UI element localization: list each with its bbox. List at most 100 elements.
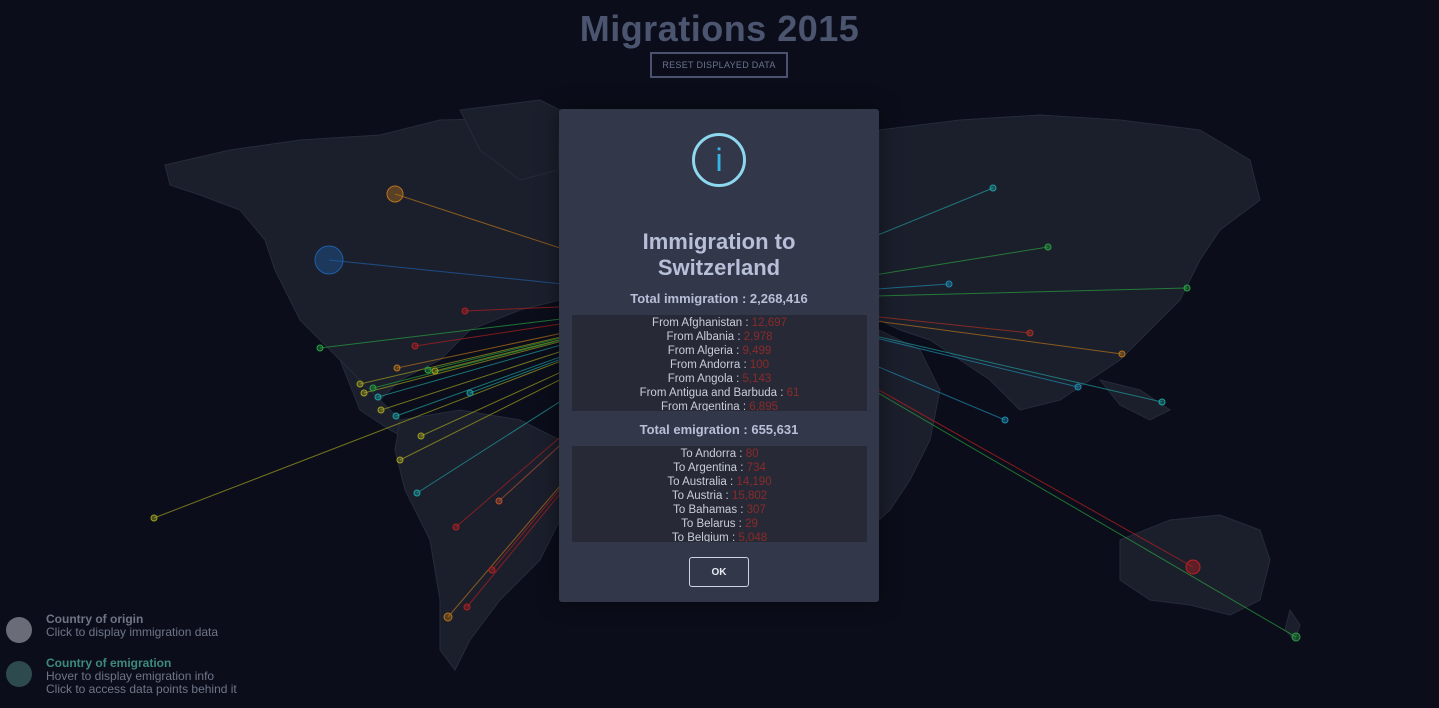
emigration-row: To Austria : 15,802 <box>572 489 867 503</box>
country-point[interactable] <box>356 380 364 388</box>
country-point[interactable] <box>392 412 400 420</box>
emigration-list[interactable]: To Andorra : 80 To Argentina : 734 To Aust… <box>572 446 867 542</box>
country-point[interactable] <box>989 184 997 192</box>
immigration-row: From Albania : 2,978 <box>572 330 867 344</box>
country-point[interactable] <box>452 523 460 531</box>
immigration-row: From Andorra : 100 <box>572 358 867 372</box>
emigration-row-label: To Belarus : <box>681 518 746 530</box>
emigration-row-label: To Belgium : <box>671 532 739 542</box>
country-point[interactable] <box>386 185 404 203</box>
immigration-row-value: 2,978 <box>743 331 773 343</box>
country-point[interactable] <box>495 497 503 505</box>
legend-emigration-dot <box>6 661 32 687</box>
country-point[interactable] <box>1026 329 1034 337</box>
country-point[interactable] <box>463 603 471 611</box>
info-icon-glyph: i <box>715 141 723 178</box>
immigration-row-label: From Algeria : <box>667 345 743 357</box>
immigration-row-value: 5,143 <box>742 373 772 385</box>
country-point[interactable] <box>466 389 474 397</box>
country-point[interactable] <box>1291 632 1301 642</box>
immigration-row-value: 12,697 <box>751 317 787 329</box>
immigration-row-value: 61 <box>786 387 800 399</box>
migration-points[interactable] <box>150 184 1301 642</box>
emigration-row-label: To Andorra : <box>680 448 746 460</box>
immigration-list[interactable]: From Afghanistan : 12,697 From Albania : … <box>572 315 867 411</box>
immigration-row-value: 100 <box>749 359 770 371</box>
immigration-row: From Antigua and Barbuda : 61 <box>572 386 867 400</box>
immigration-row-label: From Argentina : <box>661 401 750 411</box>
emigration-row-value: 14,190 <box>736 476 772 488</box>
emigration-row: To Andorra : 80 <box>572 447 867 461</box>
country-point[interactable] <box>431 367 439 375</box>
country-point[interactable] <box>369 384 377 392</box>
country-point[interactable] <box>488 566 496 574</box>
immigration-row: From Afghanistan : 12,697 <box>572 316 867 330</box>
country-point[interactable] <box>1118 350 1126 358</box>
ok-button[interactable]: OK <box>689 557 749 587</box>
legend-origin-sub: Click to display immigration data <box>46 625 219 639</box>
emigration-row: To Australia : 14,190 <box>572 475 867 489</box>
country-point[interactable] <box>417 432 425 440</box>
legend-origin-title: Country of origin <box>46 612 144 626</box>
legend-origin-dot <box>6 617 32 643</box>
emigration-total: Total emigration : 655,631 <box>639 422 799 437</box>
country-point[interactable] <box>316 344 324 352</box>
emigration-row-value: 5,048 <box>738 532 768 542</box>
country-point[interactable] <box>411 342 419 350</box>
country-point[interactable] <box>1001 416 1009 424</box>
country-point[interactable] <box>1183 284 1191 292</box>
immigration-row-label: From Afghanistan : <box>652 317 752 329</box>
country-point[interactable] <box>396 456 404 464</box>
country-point[interactable] <box>360 389 368 397</box>
immigration-row-value: 6,895 <box>749 401 778 411</box>
country-point[interactable] <box>150 514 158 522</box>
country-point[interactable] <box>413 489 421 497</box>
immigration-row: From Angola : 5,143 <box>572 372 867 386</box>
continents <box>164 99 1301 671</box>
immigration-row-label: From Andorra : <box>669 359 750 371</box>
page-title: Migrations 2015 <box>579 8 860 49</box>
emigration-row-value: 307 <box>746 504 766 516</box>
emigration-row-value: 734 <box>746 462 766 474</box>
emigration-row: To Argentina : 734 <box>572 461 867 475</box>
reset-displayed-data-button[interactable]: RESET DISPLAYED DATA <box>650 52 788 78</box>
immigration-row-label: From Antigua and Barbuda : <box>639 387 787 399</box>
info-modal: i Immigration to Switzerland Total immig… <box>559 109 879 602</box>
legend-emigration-text: Country of emigration Hover to display e… <box>46 657 237 696</box>
emigration-row: To Belgium : 5,048 <box>572 531 867 542</box>
immigration-row: From Algeria : 9,499 <box>572 344 867 358</box>
legend-emigration-title: Country of emigration <box>46 656 172 670</box>
emigration-row-label: To Australia : <box>667 476 737 488</box>
country-point[interactable] <box>443 612 453 622</box>
immigration-row-label: From Angola : <box>667 373 743 385</box>
immigration-row-value: 9,499 <box>742 345 772 357</box>
country-point[interactable] <box>1185 559 1201 575</box>
country-point[interactable] <box>945 280 953 288</box>
country-point[interactable] <box>314 245 344 275</box>
emigration-row-value: 15,802 <box>731 490 768 502</box>
legend-emigration-sub1: Hover to display emigration info <box>46 669 215 683</box>
country-point[interactable] <box>461 307 469 315</box>
immigration-row: From Argentina : 6,895 <box>572 400 867 411</box>
emigration-row-label: To Argentina : <box>673 462 747 474</box>
country-point[interactable] <box>377 406 385 414</box>
info-icon: i <box>692 133 746 187</box>
immigration-total: Total immigration : 2,268,416 <box>630 291 808 306</box>
legend-origin-text: Country of origin Click to display immig… <box>46 613 218 639</box>
modal-title-line1: Immigration to <box>642 229 796 254</box>
modal-title-line2: Switzerland <box>657 255 781 280</box>
country-point[interactable] <box>374 393 382 401</box>
immigration-row-label: From Albania : <box>666 331 744 343</box>
country-point[interactable] <box>1074 383 1082 391</box>
country-point[interactable] <box>1044 243 1052 251</box>
country-point[interactable] <box>1158 398 1166 406</box>
legend-emigration-sub2: Click to access data points behind it <box>46 682 237 696</box>
emigration-row-value: 80 <box>745 448 759 460</box>
emigration-row-value: 29 <box>745 518 758 530</box>
country-point[interactable] <box>424 366 432 374</box>
modal-title: Immigration to Switzerland <box>559 229 879 281</box>
emigration-row-label: To Austria : <box>671 490 732 502</box>
emigration-row: To Belarus : 29 <box>572 517 867 531</box>
emigration-row-label: To Bahamas : <box>673 504 747 516</box>
country-point[interactable] <box>393 364 401 372</box>
